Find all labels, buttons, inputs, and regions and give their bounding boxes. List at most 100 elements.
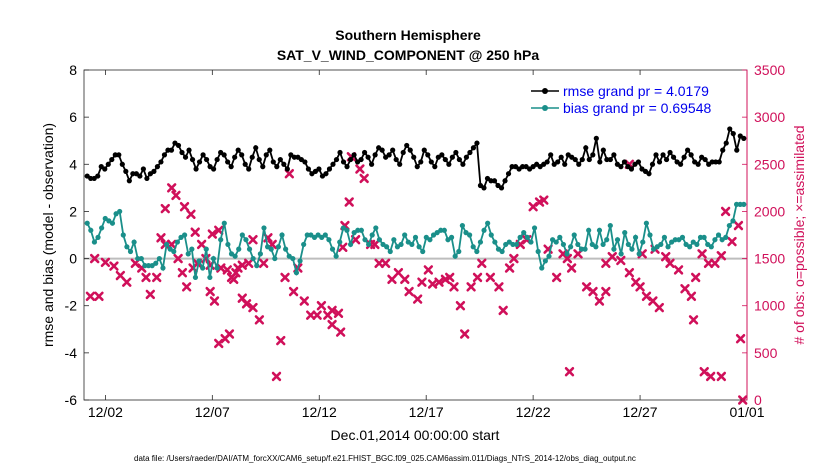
obs-count-marker (173, 253, 183, 264)
rmse-point (397, 161, 403, 167)
bias-point (441, 227, 447, 233)
rmse-point (432, 164, 438, 170)
rmse-point (635, 159, 642, 165)
rmse-point (340, 159, 347, 165)
bias-point (210, 255, 217, 262)
rmse-point (646, 171, 652, 177)
obs-count-marker (231, 268, 241, 278)
rmse-point (621, 159, 628, 165)
bias-point (283, 246, 289, 252)
bias-point (398, 241, 404, 248)
bias-point (553, 239, 559, 245)
obs-count-marker (288, 286, 299, 297)
rmse-point (326, 166, 333, 172)
bias-point (275, 244, 282, 250)
rmse-point (649, 161, 656, 167)
obs-count-marker (248, 302, 258, 313)
rmse-point (498, 185, 505, 191)
obs-count-marker (455, 301, 466, 311)
rmse-point (428, 159, 434, 165)
rmse-point (189, 156, 196, 163)
bias-point (636, 251, 642, 257)
bias-point (142, 263, 148, 269)
rmse-point (607, 156, 613, 163)
rmse-point (323, 171, 329, 177)
bias-point (632, 234, 639, 240)
bias-point (250, 255, 256, 262)
bias-point (546, 253, 552, 259)
obs-count-marker (434, 277, 444, 287)
rmse-point (467, 149, 473, 156)
y2-tick-label: 1000 (754, 298, 785, 314)
rmse-point (274, 164, 280, 170)
rmse-point (470, 145, 477, 151)
obs-count-marker (616, 255, 626, 266)
obs-count-marker (280, 272, 290, 283)
rmse-point (330, 161, 336, 167)
bias-point (640, 239, 646, 245)
rmse-point (611, 152, 617, 158)
obs-count-marker (564, 367, 575, 377)
obs-count-marker (327, 305, 337, 316)
bias-point (481, 227, 487, 233)
rmse-point (618, 164, 624, 170)
obs-count-marker (607, 251, 617, 262)
rmse-point (393, 156, 399, 163)
obs-count-marker (327, 319, 337, 330)
rmse-point (109, 156, 115, 163)
obs-count-marker (485, 272, 496, 283)
rmse-point (225, 159, 231, 165)
bias-point (459, 222, 465, 229)
bias-point (347, 241, 354, 248)
obs-count-marker (344, 197, 354, 207)
rmse-point (379, 147, 385, 153)
obs-count-marker (152, 272, 162, 283)
rmse-point (421, 147, 427, 153)
obs-count-marker (177, 268, 188, 278)
obs-count-marker (229, 274, 239, 285)
rmse-point (590, 152, 596, 158)
obs-count-marker (504, 263, 515, 273)
bias-point (182, 232, 188, 238)
rmse-point (179, 149, 185, 156)
bias-point (99, 225, 105, 231)
obs-count-marker (423, 265, 434, 275)
chart-title: Southern Hemisphere (335, 27, 481, 43)
bias-point (174, 239, 180, 245)
bias-point (568, 244, 574, 250)
x-tick-label: 12/02 (88, 404, 123, 420)
bias-point (131, 239, 137, 245)
bias-point (207, 274, 213, 281)
rmse-point (695, 161, 701, 167)
rmse-point (723, 140, 729, 146)
obs-count-marker (688, 315, 699, 325)
y2-tick-label: 3500 (754, 62, 785, 78)
rmse-point (168, 147, 175, 153)
bias-point (708, 244, 714, 250)
rmse-point (734, 147, 740, 153)
bias-point (614, 237, 621, 243)
rmse-point (439, 152, 445, 158)
bias-point (741, 201, 747, 207)
obs-count-marker (171, 190, 181, 201)
bias-point (665, 244, 671, 250)
y-tick-label: 0 (69, 251, 77, 267)
bias-point (232, 253, 238, 259)
bias-point (452, 253, 458, 259)
rmse-point (562, 161, 568, 167)
bias-point (438, 227, 444, 233)
bias-point (557, 234, 563, 240)
rmse-point (267, 147, 273, 153)
rmse-point (442, 156, 448, 163)
rmse-point (154, 164, 161, 170)
obs-count-marker (355, 164, 365, 174)
bias-point (268, 246, 274, 252)
bias-point (391, 237, 397, 243)
bias-point (376, 237, 383, 243)
rmse-point (663, 156, 670, 163)
rmse-point (716, 159, 722, 165)
bias-point (510, 241, 516, 248)
bias-point (402, 232, 408, 238)
bias-point (611, 246, 617, 252)
obs-count-marker (551, 272, 562, 283)
